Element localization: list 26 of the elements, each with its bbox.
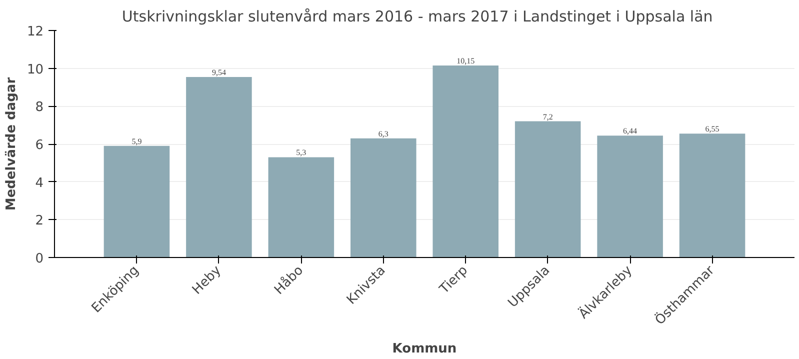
bar [104,146,170,258]
y-axis-title: Medelvärde dagar [4,76,19,211]
chart-title: Utskrivningsklar slutenvård mars 2016 - mars 2017 i Landstinget i Uppsala län [122,8,713,26]
bar [432,65,498,258]
x-axis-title: Kommun [392,342,457,356]
bar [186,77,252,258]
bar [597,136,663,258]
y-tick-label: 0 [35,252,44,266]
bar [679,134,746,258]
bar [350,138,416,258]
y-tick-label: 12 [26,24,44,40]
y-tick-label: 2 [35,214,44,229]
y-tick-label: 6 [35,138,44,153]
data-label: 7,2 [542,112,553,122]
y-tick-label: 10 [26,62,44,78]
data-label: 5,9 [132,136,142,146]
data-label: 6,55 [705,124,720,134]
data-label: 10,15 [456,56,475,66]
data-label: 5,3 [296,148,306,158]
data-label: 9,54 [212,68,226,78]
y-tick-label: 8 [35,100,44,116]
bar [268,157,334,258]
data-label: 6,3 [378,129,388,138]
bar [514,121,581,258]
y-tick-label: 4 [35,176,44,191]
data-label: 6,44 [623,126,638,136]
